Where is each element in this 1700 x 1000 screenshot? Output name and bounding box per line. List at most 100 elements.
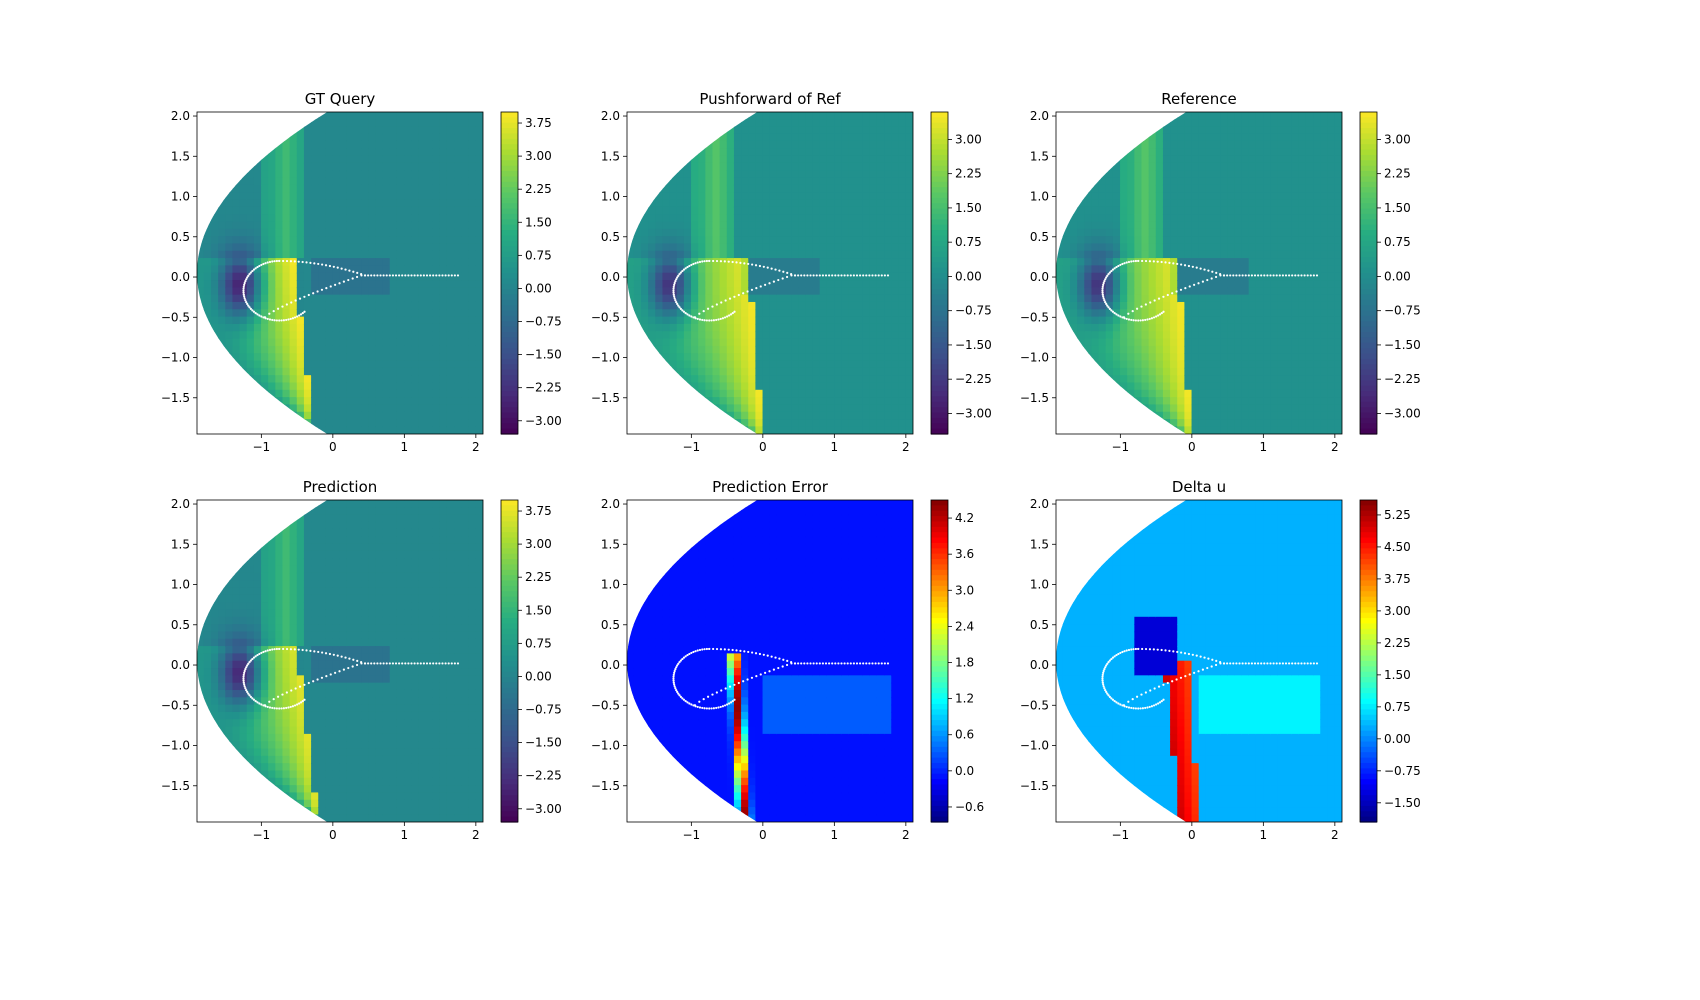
airfoil-point [809,274,812,277]
contour-cell [769,206,778,215]
contour-cell [246,221,255,230]
contour-cell [1062,265,1071,274]
contour-cell [1127,243,1136,252]
contour-cell [296,280,305,289]
contour-cell [719,228,728,237]
airfoil-point [821,274,825,277]
contour-cell [1091,294,1100,303]
colorbar-segment [501,181,518,188]
contour-cell [726,338,735,347]
contour-cell [461,140,470,150]
contour-cell [339,294,348,303]
contour-cell [755,375,764,384]
contour-cell [848,206,857,215]
contour-cell [805,228,814,237]
contour-cell [712,397,721,406]
contour-cell [676,221,685,230]
contour-cell [411,367,420,376]
contour-cell [1084,287,1093,296]
contour-cell [898,323,907,333]
contour-cell [905,280,913,289]
contour-cell [268,375,277,384]
contour-cell [218,272,227,281]
contour-cell [346,375,355,384]
contour-cell [446,360,455,369]
contour-cell [1148,170,1157,179]
airfoil-point [688,264,691,268]
colorbar-frame [930,111,949,435]
contour-cell [354,170,362,179]
contour-cell [1148,199,1157,208]
contour-cell [389,258,398,267]
contour-cell [898,367,907,376]
contour-cell [1148,265,1157,274]
colorbar-segment [501,391,518,398]
contour-cell [719,250,728,259]
contour-cell [389,148,398,157]
contour-cell [869,397,878,406]
contour-cell [268,287,277,296]
contour-cell [1098,214,1107,223]
airfoil-point [453,274,456,277]
airfoil-point [268,312,271,315]
contour-cell [1120,382,1128,391]
contour-cell [1170,126,1179,135]
contour-cell [303,338,312,347]
contour-cell [1213,177,1221,186]
contour-cell [325,184,334,193]
contour-cell [282,382,291,391]
contour-cell [691,316,699,325]
contour-cell [332,397,341,406]
contour-cell [318,133,327,142]
contour-cell [1177,221,1186,230]
airfoil-point [435,274,438,277]
contour-cell [375,331,384,340]
contour-cell [748,367,757,376]
contour-cell [848,426,857,434]
contour-cell [418,382,427,391]
contour-cell [784,221,792,230]
contour-cell [869,162,878,172]
contour-cell [1205,228,1214,237]
contour-cell [446,148,455,157]
contour-cell [325,301,334,311]
contour-cell [1170,323,1179,333]
contour-cell [461,170,470,179]
contour-cell [368,272,377,281]
airfoil-point [282,319,285,322]
contour-cell [1205,338,1214,347]
contour-cell [1148,133,1157,142]
contour-cell [705,272,714,281]
contour-cell [748,353,757,362]
contour-cell [855,367,864,376]
contour-cell [655,323,664,333]
contour-cell [303,301,312,311]
contour-cell [662,287,671,296]
contour-cell [246,236,255,245]
contour-cell [1177,426,1186,434]
y-tick-label: −1.0 [161,351,190,365]
contour-cell [389,140,398,150]
contour-cell [1191,316,1200,325]
contour-cell [1198,419,1207,428]
contour-cell [798,404,807,413]
contour-cell [784,228,792,237]
contour-cell [826,214,835,223]
contour-cell [627,243,635,252]
contour-cell [841,126,850,135]
contour-cell [1091,301,1100,311]
airfoil-point [266,261,269,264]
contour-cell [683,375,692,384]
contour-cell [404,228,412,237]
contour-cell [726,177,735,186]
contour-cell [354,228,362,237]
contour-cell [1141,287,1150,296]
contour-cell [454,353,463,362]
contour-cell [218,331,227,340]
contour-cell [239,345,248,354]
axes-frame [626,111,914,435]
contour-cell [1077,294,1086,303]
contour-cell [461,228,470,237]
contour-cell [411,419,420,428]
contour-cell [1191,389,1200,398]
